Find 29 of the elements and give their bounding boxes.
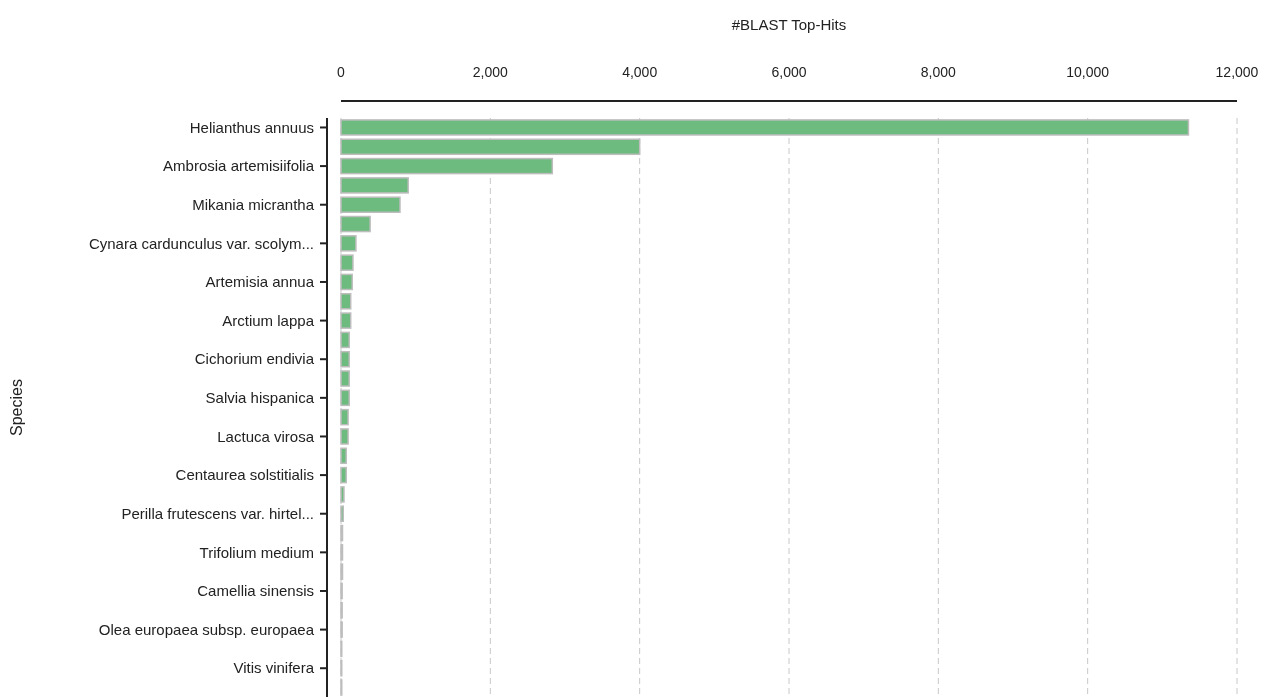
bar — [340, 157, 554, 175]
bar — [340, 428, 349, 445]
y-tick-label: Centaurea solstitialis — [175, 466, 314, 484]
y-tick-label: Cynara cardunculus var. scolym... — [88, 234, 314, 252]
y-tick-label: Mikania micrantha — [192, 195, 315, 213]
y-tick-label: Cichorium endivia — [194, 350, 315, 368]
y-tick-label: Olea europaea subsp. europaea — [98, 620, 315, 638]
y-tick-label: Trifolium medium — [199, 543, 314, 561]
y-tick-label: Arctium lappa — [222, 311, 315, 329]
y-tick-label: Lactuca virosa — [217, 427, 315, 445]
bar — [340, 447, 347, 465]
x-tick-label: 2,000 — [472, 64, 509, 80]
x-tick-label: 4,000 — [622, 64, 658, 80]
bar — [340, 177, 409, 194]
x-tick-label: 10,000 — [1066, 64, 1110, 80]
y-tick-label: Helianthus annuus — [189, 118, 314, 136]
y-axis-title: Species — [8, 379, 25, 436]
bar — [340, 138, 641, 156]
x-tick-label: 8,000 — [920, 64, 957, 80]
y-tick-label: Camellia sinensis — [197, 582, 314, 600]
y-tick-label: Vitis vinifera — [233, 659, 315, 677]
x-tick-label: 12,000 — [1215, 64, 1259, 80]
x-tick-label: 0 — [337, 64, 346, 80]
y-tick-label: Salvia hispanica — [205, 389, 315, 407]
y-tick-label: Ambrosia artemisiifolia — [163, 157, 315, 175]
y-tick-label: Artemisia annua — [205, 273, 315, 291]
y-tick-label: Perilla frutescens var. hirtel... — [121, 504, 314, 522]
x-axis-title: #BLAST Top-Hits — [731, 16, 847, 33]
x-tick-label: 6,000 — [771, 64, 807, 80]
